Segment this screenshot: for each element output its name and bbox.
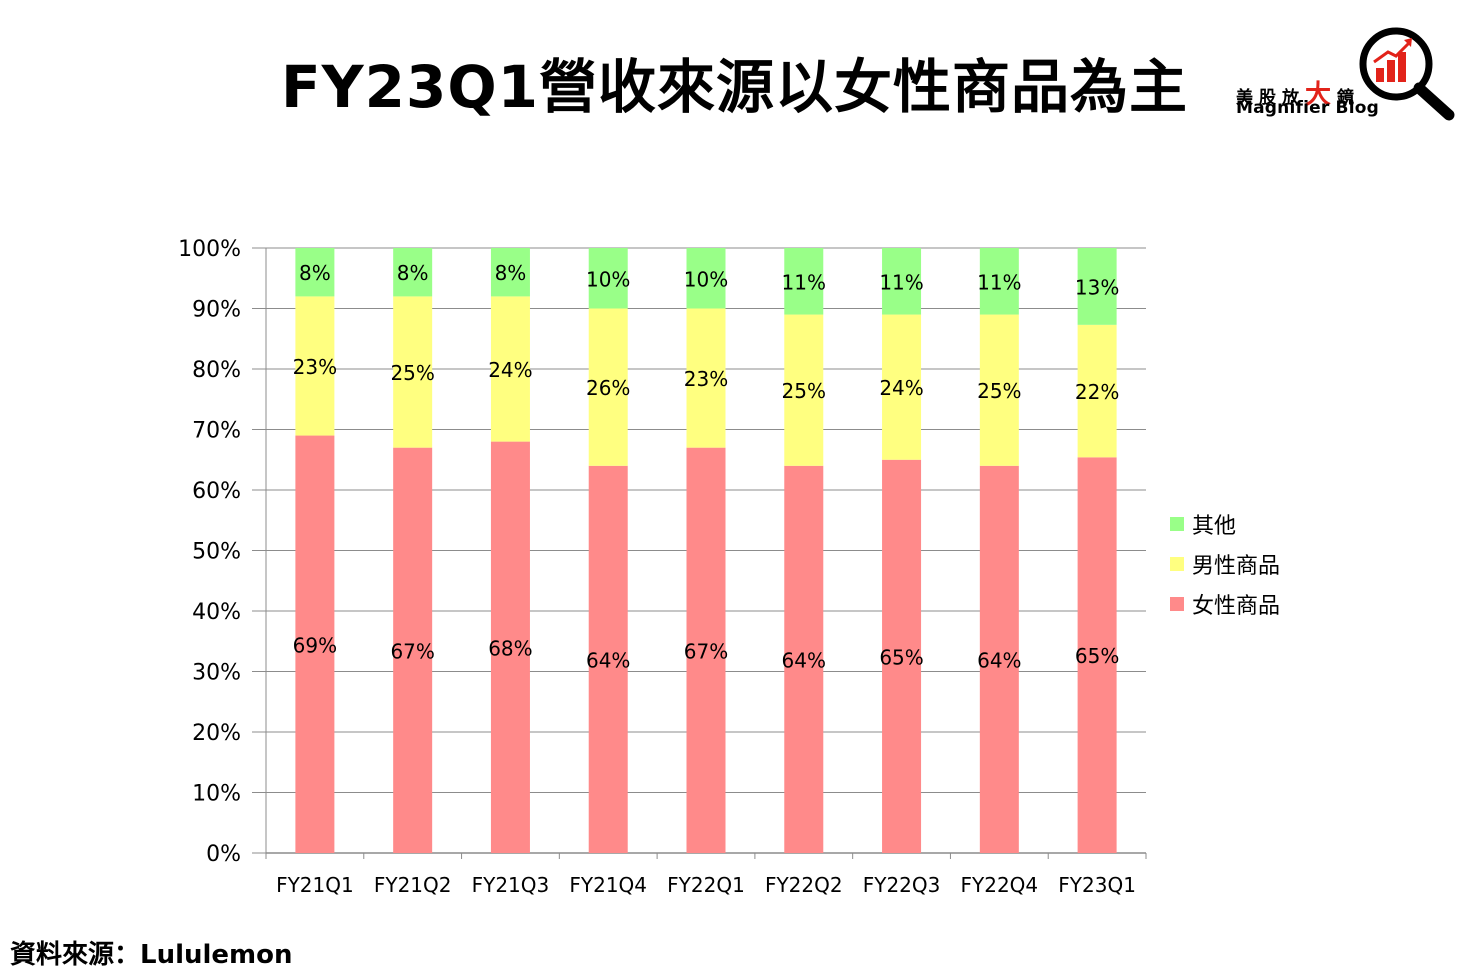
logo-cn-text: 美股放大鏡: [1236, 80, 1361, 110]
y-tick-label: 50%: [192, 540, 241, 565]
data-label: 24%: [488, 358, 532, 382]
y-tick-label: 80%: [192, 358, 241, 383]
bar-segment: [979, 465, 1019, 853]
data-label: 26%: [586, 376, 630, 400]
bar-segment: [295, 248, 335, 297]
data-label: 8%: [299, 261, 331, 285]
data-label: 10%: [684, 267, 728, 291]
y-tick-label: 30%: [192, 661, 241, 686]
y-tick-label: 70%: [192, 419, 241, 444]
data-label: 25%: [782, 379, 826, 403]
data-label: 68%: [488, 636, 532, 660]
data-label: 65%: [879, 645, 923, 669]
data-label: 65%: [1075, 644, 1119, 668]
y-tick-label: 90%: [192, 298, 241, 323]
data-label: 10%: [586, 267, 630, 291]
stacked-bar-chart: 0% 10% 20% 30% 40% 50% 60% 70% 80% 90% 100% FY21Q1 F…: [178, 237, 1280, 897]
bar-segment: [686, 308, 726, 448]
legend-label: 男性商品: [1192, 554, 1280, 579]
legend-label: 其他: [1192, 514, 1236, 539]
bar-segment: [393, 248, 433, 297]
bar-segment: [784, 314, 824, 466]
data-label: 69%: [293, 633, 337, 657]
x-tick-label: FY21Q1: [276, 873, 354, 897]
x-tick-label: FY21Q2: [374, 873, 452, 897]
y-tick-label: 20%: [192, 721, 241, 746]
data-label: 25%: [390, 361, 434, 385]
data-label: 23%: [684, 367, 728, 391]
x-tick-label: FY23Q1: [1058, 873, 1136, 897]
bar-segment: [490, 248, 530, 297]
x-tick-label: FY22Q1: [667, 873, 745, 897]
bar-segment: [1077, 457, 1117, 853]
bar-segment: [979, 314, 1019, 466]
bar-segment: [295, 435, 335, 853]
legend-swatch: [1170, 597, 1184, 611]
bar-segment: [588, 248, 628, 309]
data-label: 22%: [1075, 380, 1119, 404]
legend-swatch: [1170, 517, 1184, 531]
bar-segment: [393, 296, 433, 448]
bar-segment: [882, 248, 922, 315]
x-tick-label: FY21Q4: [569, 873, 647, 897]
bar-segment: [490, 441, 530, 853]
data-label: 11%: [782, 270, 826, 294]
y-tick-label: 60%: [192, 479, 241, 504]
x-tick-label: FY21Q3: [472, 873, 550, 897]
x-tick-label: FY22Q4: [961, 873, 1039, 897]
bar-segment: [882, 314, 922, 460]
bar-segment: [588, 465, 628, 853]
brand-logo: 美股放大鏡 Magnifier Blog: [1236, 26, 1461, 126]
page-title: FY23Q1營收來源以女性商品為主: [281, 53, 1188, 121]
data-label: 8%: [397, 261, 429, 285]
bar-segment: [686, 248, 726, 309]
data-label: 67%: [390, 639, 434, 663]
y-tick-label: 100%: [178, 237, 241, 262]
bar-segment: [784, 248, 824, 315]
y-tick-label: 0%: [206, 842, 241, 867]
legend-swatch: [1170, 557, 1184, 571]
data-label: 67%: [684, 639, 728, 663]
source-note: 資料來源：Lululemon: [10, 940, 293, 970]
data-label: 13%: [1075, 275, 1119, 299]
bar-segment: [393, 447, 433, 853]
bar-segment: [784, 465, 824, 853]
x-tick-label: FY22Q2: [765, 873, 843, 897]
data-label: 11%: [879, 270, 923, 294]
bar-segment: [295, 296, 335, 436]
legend-label: 女性商品: [1192, 594, 1280, 619]
logo-en-text: Magnifier Blog: [1236, 98, 1379, 118]
data-label: 24%: [879, 376, 923, 400]
data-label: 64%: [977, 648, 1021, 672]
data-label: 23%: [293, 355, 337, 379]
data-label: 25%: [977, 379, 1021, 403]
y-tick-label: 10%: [192, 782, 241, 807]
bar-segment: [1077, 324, 1117, 458]
magnifier-chart-icon: [1359, 27, 1455, 121]
data-label: 64%: [586, 648, 630, 672]
bar-segment: [588, 308, 628, 466]
data-label: 64%: [782, 648, 826, 672]
data-label: 8%: [495, 261, 527, 285]
y-tick-label: 40%: [192, 600, 241, 625]
bar-segment: [1077, 248, 1117, 325]
bar-segment: [490, 296, 530, 442]
bar-segment: [882, 459, 922, 853]
x-tick-label: FY22Q3: [863, 873, 941, 897]
bar-segment: [979, 248, 1019, 315]
data-label: 11%: [977, 270, 1021, 294]
bar-segment: [686, 447, 726, 853]
